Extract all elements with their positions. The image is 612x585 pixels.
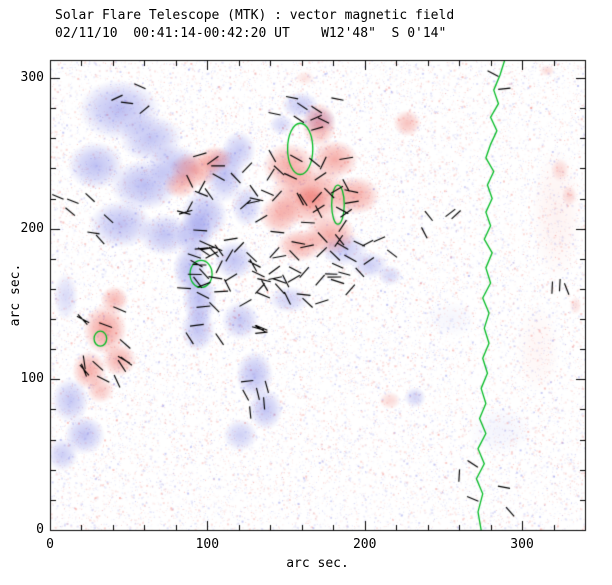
chart-subtitle: 02/11/10 00:41:14-00:42:20 UT W12'48" S …: [55, 26, 447, 41]
chart-title: Solar Flare Telescope (MTK) : vector mag…: [55, 8, 455, 23]
y-axis-label: arc sec.: [8, 263, 23, 327]
x-axis-label: arc sec.: [286, 556, 349, 571]
